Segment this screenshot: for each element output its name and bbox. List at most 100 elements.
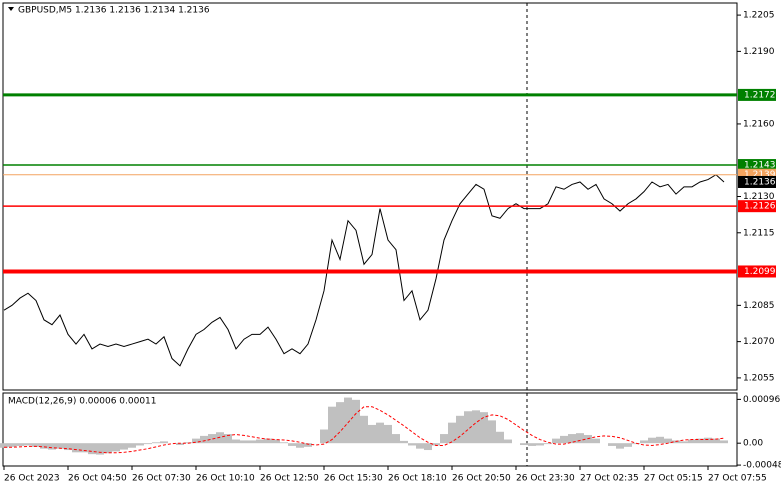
macd-bar xyxy=(720,440,728,444)
macd-bar xyxy=(48,443,56,450)
macd-bar xyxy=(624,443,632,447)
x-tick-label: 26 Oct 07:30 xyxy=(132,474,191,484)
y-tick-label: -0.00048 xyxy=(743,461,781,471)
macd-bar xyxy=(496,431,504,444)
current-price: 1.2136 xyxy=(744,177,776,187)
level-label: 1.2172 xyxy=(744,90,776,100)
macd-bar xyxy=(616,443,624,449)
macd-bar xyxy=(24,443,32,446)
macd-bar xyxy=(248,440,256,444)
x-tick-label: 26 Oct 12:50 xyxy=(260,474,319,484)
macd-bar xyxy=(144,443,152,445)
macd-bar xyxy=(688,439,696,444)
macd-bar xyxy=(528,443,536,446)
macd-bar xyxy=(224,434,232,444)
macd-panel xyxy=(2,392,738,467)
macd-bar xyxy=(648,437,656,444)
macd-bar xyxy=(40,443,48,449)
macd-bar xyxy=(96,443,104,455)
macd-bar xyxy=(640,440,648,444)
macd-bar xyxy=(336,402,344,444)
macd-bar xyxy=(64,443,72,451)
x-tick-label: 26 Oct 15:30 xyxy=(324,474,383,484)
macd-title: MACD(12,26,9) 0.00006 0.00011 xyxy=(8,397,157,407)
y-tick-label: 1.2190 xyxy=(743,47,775,57)
x-tick-label: 26 Oct 04:50 xyxy=(68,474,127,484)
macd-bar xyxy=(384,424,392,444)
macd-bar xyxy=(456,415,464,444)
macd-bar xyxy=(72,443,80,453)
macd-bar xyxy=(160,441,168,444)
macd-bar xyxy=(304,443,312,447)
macd-bar xyxy=(16,443,24,446)
y-tick-label: 1.2115 xyxy=(743,228,775,238)
menu-arrow xyxy=(8,7,14,11)
macd-bar xyxy=(656,436,664,444)
y-tick-label: 1.2070 xyxy=(743,337,775,347)
macd-bar xyxy=(104,443,112,454)
macd-bar xyxy=(504,439,512,444)
level-tag xyxy=(738,159,776,172)
macd-bar xyxy=(488,420,496,444)
macd-bar xyxy=(416,443,424,449)
macd-bar xyxy=(264,438,272,444)
macd-bar xyxy=(376,422,384,444)
macd-bar xyxy=(576,433,584,444)
macd-bar xyxy=(280,442,288,444)
macd-bar xyxy=(88,443,96,455)
macd-bar xyxy=(592,438,600,444)
level-label: 1.2139 xyxy=(744,170,776,180)
macd-bar xyxy=(272,439,280,444)
y-tick-label: 1.2205 xyxy=(743,11,775,21)
x-tick-label: 26 Oct 23:30 xyxy=(516,474,575,484)
macd-bar xyxy=(440,434,448,444)
y-tick-label: 1.2160 xyxy=(743,119,775,129)
macd-bar xyxy=(680,441,688,444)
macd-bar xyxy=(80,443,88,453)
y-tick-label: 1.2130 xyxy=(743,192,775,202)
macd-bar xyxy=(536,443,544,446)
macd-bar xyxy=(464,411,472,444)
macd-bar xyxy=(320,429,328,444)
macd-bar xyxy=(400,440,408,444)
macd-bar xyxy=(0,443,8,448)
macd-bar xyxy=(192,438,200,444)
macd-bar xyxy=(368,424,376,444)
macd-bar xyxy=(352,399,360,444)
macd-bar xyxy=(448,422,456,444)
x-tick-label: 26 Oct 18:10 xyxy=(388,474,447,484)
macd-bar xyxy=(608,443,616,446)
signal-line xyxy=(4,406,725,454)
price-panel xyxy=(2,2,738,391)
y-tick-label: 1.2055 xyxy=(743,373,775,383)
macd-bar xyxy=(432,443,440,446)
level-tag xyxy=(738,265,776,278)
x-tick-label: 27 Oct 02:35 xyxy=(580,474,639,484)
macd-bar xyxy=(8,443,16,447)
macd-bar xyxy=(408,443,416,446)
macd-bar xyxy=(112,443,120,452)
macd-bar xyxy=(32,443,40,447)
level-label: 1.2143 xyxy=(744,161,776,171)
level-label: 1.2126 xyxy=(744,202,776,212)
price-line xyxy=(3,174,725,367)
macd-bar xyxy=(520,443,528,446)
level-tag xyxy=(738,88,776,101)
macd-bar xyxy=(480,412,488,444)
macd-bar xyxy=(288,443,296,446)
y-tick-label: 0.00096 xyxy=(743,395,780,405)
chart-title: GBPUSD,M5 1.2136 1.2136 1.2134 1.2136 xyxy=(18,6,210,16)
macd-bar xyxy=(704,437,712,444)
macd-bar xyxy=(696,438,704,444)
x-tick-label: 26 Oct 10:10 xyxy=(196,474,255,484)
x-tick-label: 27 Oct 05:15 xyxy=(644,474,703,484)
x-tick-label: 26 Oct 2023 xyxy=(4,474,60,484)
level-tag xyxy=(738,200,776,213)
macd-bar xyxy=(712,438,720,444)
macd-bar xyxy=(120,443,128,450)
x-tick-label: 27 Oct 07:55 xyxy=(708,474,767,484)
macd-bar xyxy=(568,434,576,444)
macd-bar xyxy=(56,443,64,449)
macd-bar xyxy=(136,443,144,446)
